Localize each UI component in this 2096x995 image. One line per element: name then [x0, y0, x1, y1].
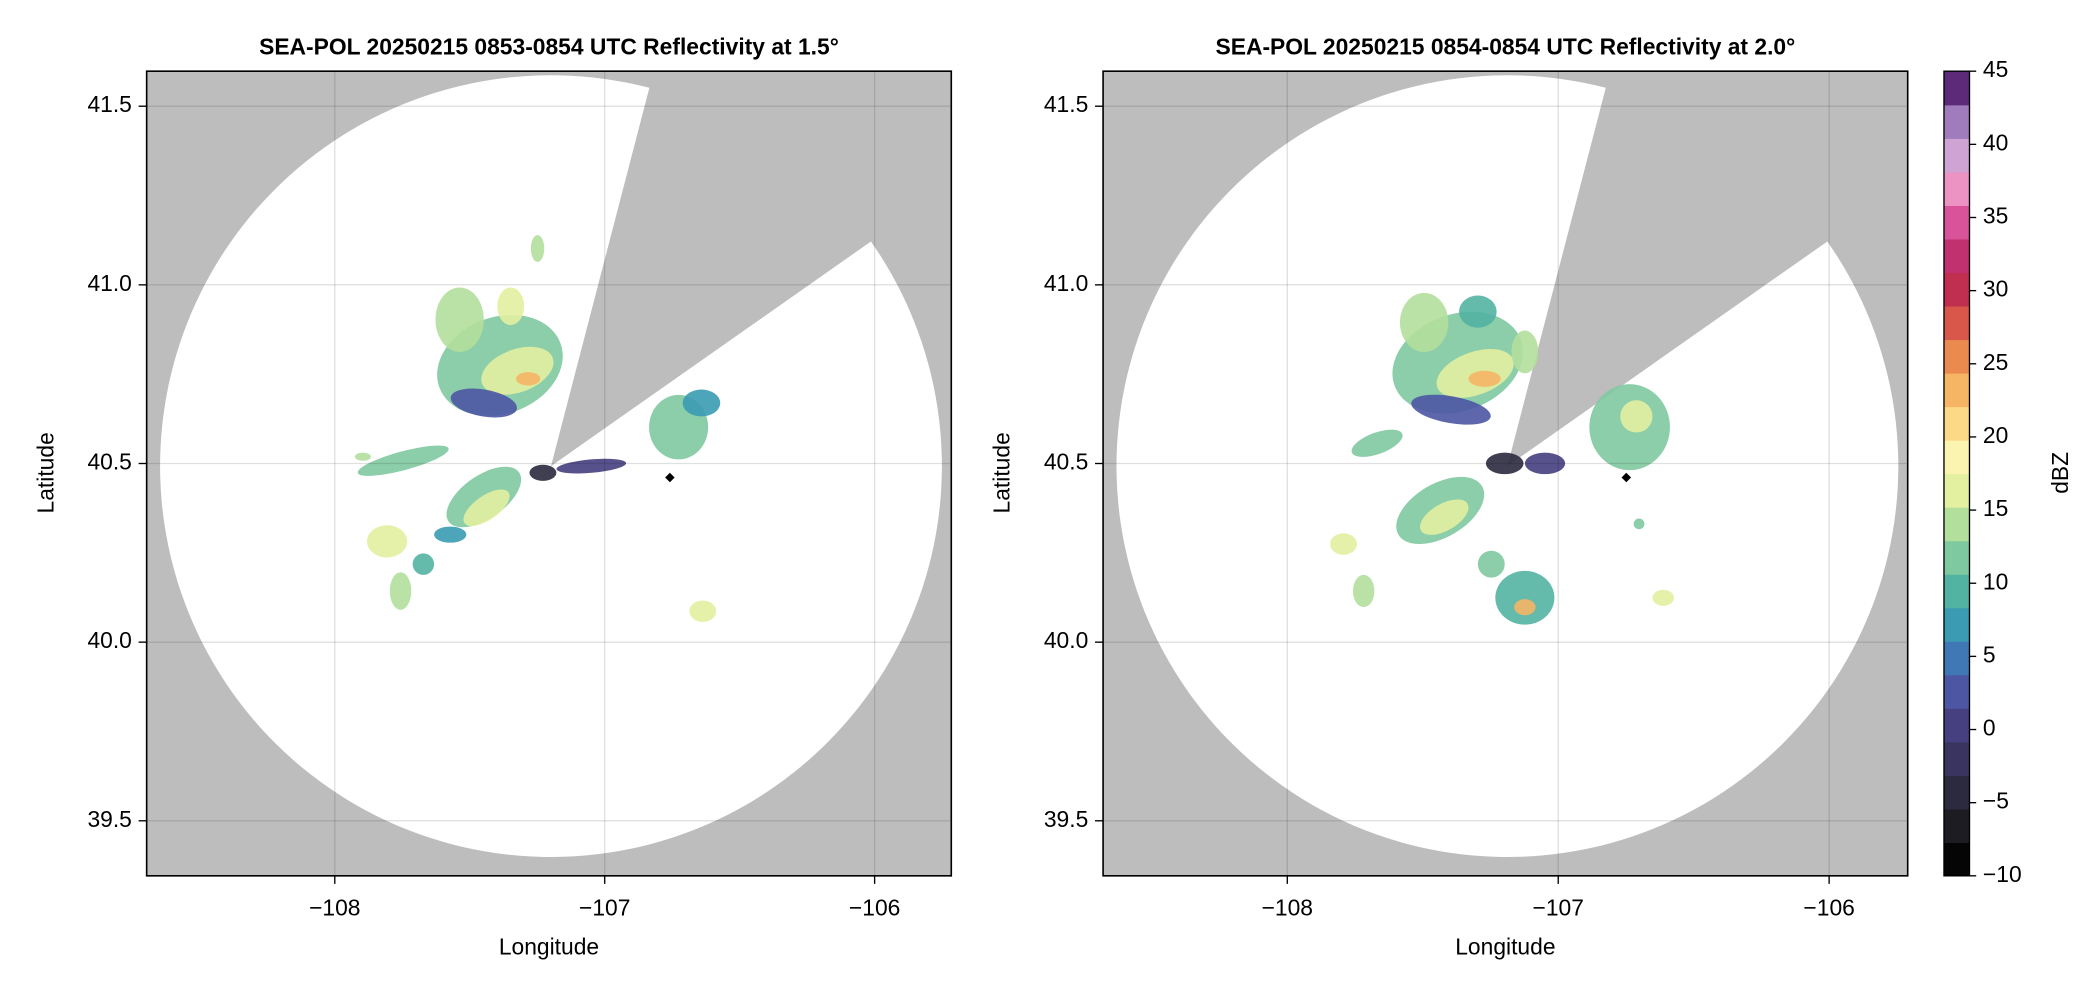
echo	[434, 526, 467, 543]
echo	[682, 389, 721, 417]
echo	[516, 372, 541, 386]
y-tick-label: 41.5	[87, 91, 131, 117]
echo	[1652, 589, 1674, 606]
colorbar-segment	[1943, 138, 1970, 173]
colorbar-label: dBZ	[2047, 452, 2073, 494]
colorbar-tick-label: 0	[1983, 715, 1996, 741]
colorbar-segment	[1943, 708, 1970, 743]
echo	[366, 525, 408, 558]
colorbar-frame	[1943, 70, 1971, 877]
echo	[1485, 452, 1524, 475]
colorbar-segment	[1943, 473, 1970, 508]
colorbar-tick-label: 45	[1983, 56, 2008, 82]
plot-frame	[1102, 70, 1909, 877]
echo	[1352, 574, 1375, 608]
colorbar-tick-label: −5	[1983, 788, 2009, 814]
echo	[1477, 550, 1505, 578]
x-tick-label: −107	[579, 894, 630, 920]
colorbar-segment	[1943, 842, 1970, 877]
x-tick-label: −108	[309, 894, 360, 920]
colorbar-segment	[1943, 808, 1970, 843]
echo	[412, 553, 435, 575]
echo	[357, 445, 449, 476]
colorbar-segment	[1943, 641, 1970, 676]
echo	[450, 388, 517, 418]
echo	[1514, 599, 1536, 616]
echo	[1495, 570, 1555, 625]
echo	[1399, 292, 1449, 352]
x-tick-label: −106	[1803, 894, 1854, 920]
echo	[435, 287, 484, 352]
y-tick-label: 40.5	[87, 449, 131, 475]
x-axis-label: Longitude	[1455, 933, 1555, 959]
y-axis-label: Latitude	[32, 432, 58, 513]
colorbar-tick-label: 15	[1983, 495, 2008, 521]
echo	[1633, 518, 1645, 530]
echo	[1411, 394, 1491, 425]
colorbar-segment	[1943, 372, 1970, 408]
y-tick-label: 41.0	[1044, 270, 1088, 296]
colorbar-tick-label: 20	[1983, 422, 2008, 448]
echo	[1330, 533, 1357, 555]
colorbar-segment	[1943, 540, 1970, 575]
colorbar-segment	[1943, 775, 1970, 810]
y-tick-label: 41.0	[87, 270, 131, 296]
chart-title: SEA-POL 20250215 0853-0854 UTC Reflectiv…	[259, 33, 839, 59]
chart-title: SEA-POL 20250215 0854-0854 UTC Reflectiv…	[1216, 33, 1796, 59]
y-tick-label: 40.0	[87, 627, 131, 653]
y-axis-label: Latitude	[989, 432, 1015, 513]
colorbar-segment	[1943, 238, 1970, 274]
colorbar-segment	[1943, 104, 1970, 139]
colorbar-segment	[1943, 406, 1970, 441]
y-tick-label: 40.5	[1044, 449, 1088, 475]
colorbar-segment	[1943, 507, 1970, 542]
echo	[529, 464, 557, 481]
echo	[1620, 400, 1653, 433]
colorbar-segment	[1943, 339, 1970, 374]
x-tick-label: −106	[849, 894, 900, 920]
radar-coverage	[160, 75, 942, 858]
colorbar-segment	[1943, 272, 1970, 307]
echo	[689, 600, 717, 622]
y-tick-label: 39.5	[87, 806, 131, 832]
colorbar-tick-label: 5	[1983, 641, 1996, 667]
colorbar-segment	[1943, 171, 1970, 206]
y-tick-label: 39.5	[1044, 806, 1088, 832]
echo	[463, 489, 510, 527]
colorbar-segment	[1943, 607, 1970, 642]
echo	[1511, 330, 1539, 374]
colorbar-segment	[1943, 741, 1970, 776]
y-tick-label: 40.0	[1044, 627, 1088, 653]
echo	[530, 235, 545, 262]
colorbar-segment	[1943, 71, 1970, 106]
colorbar-tick-label: 40	[1983, 129, 2008, 155]
x-tick-label: −108	[1262, 894, 1313, 920]
colorbar-tick-label: 30	[1983, 276, 2008, 302]
plot-frame	[145, 70, 953, 877]
colorbar-segment	[1943, 674, 1970, 709]
x-axis-label: Longitude	[499, 933, 599, 959]
echo	[1524, 452, 1566, 475]
colorbar-tick-label: −10	[1983, 861, 2022, 887]
colorbar-tick-label: 10	[1983, 568, 2008, 594]
echo	[497, 287, 525, 326]
echo	[1459, 295, 1497, 328]
colorbar-tick-label: 25	[1983, 349, 2008, 375]
colorbar-segment	[1943, 305, 1970, 341]
radar-site	[665, 472, 675, 483]
colorbar-segment	[1943, 205, 1970, 240]
colorbar-segment	[1943, 574, 1970, 609]
colorbar-tick-label: 35	[1983, 203, 2008, 229]
echo	[1420, 499, 1469, 535]
echo	[556, 458, 627, 474]
colorbar-segment	[1943, 439, 1970, 475]
echo	[389, 572, 412, 610]
x-tick-label: −107	[1533, 894, 1584, 920]
echo	[1468, 370, 1501, 387]
echo	[354, 452, 371, 461]
y-tick-label: 41.5	[1044, 91, 1088, 117]
echo	[1351, 429, 1403, 457]
